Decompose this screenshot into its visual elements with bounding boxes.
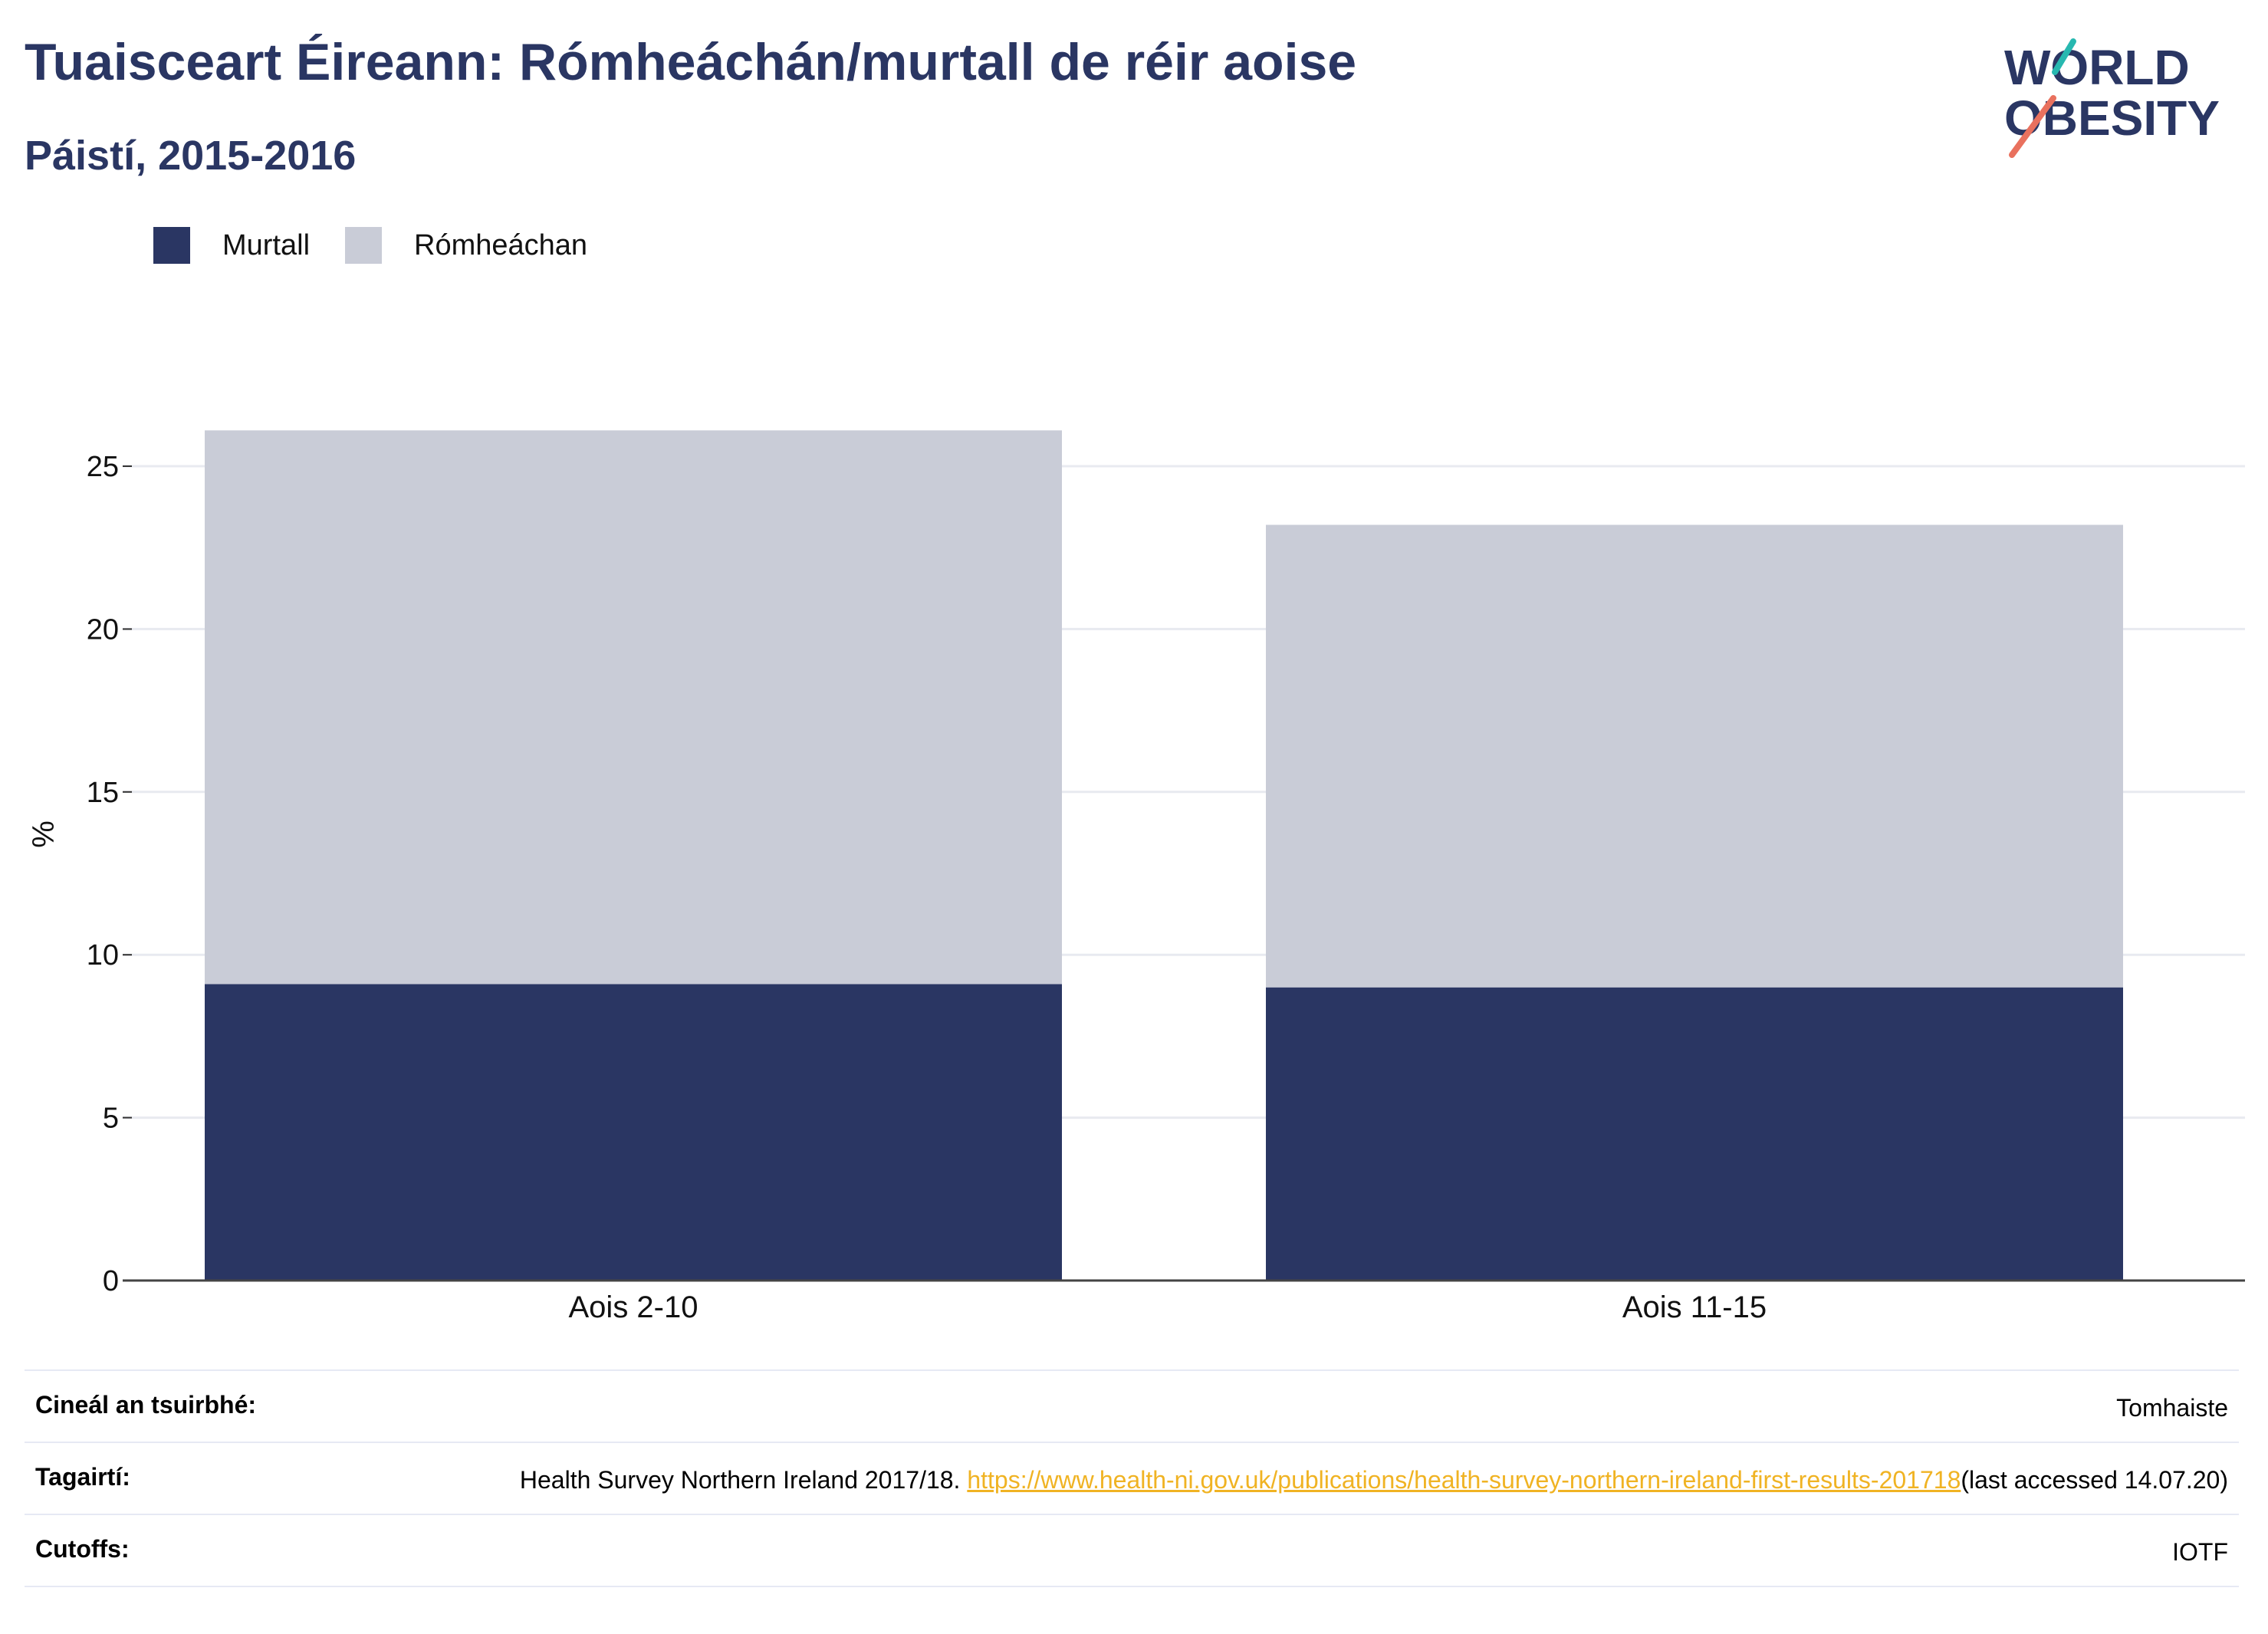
chart-legend: Murtall Rómheáchan <box>153 227 623 264</box>
legend-label-romheachan: Rómheáchan <box>414 228 588 261</box>
y-tick-label-25: 25 <box>87 451 119 483</box>
x-tick-label-1: Aois 11-15 <box>1622 1290 1767 1324</box>
references-link[interactable]: https://www.health-ni.gov.uk/publication… <box>967 1466 1961 1494</box>
bar-chart: 0 5 10 15 20 25% Aois 2-10 Aois 11-15 <box>27 430 2245 1324</box>
references-value: Health Survey Northern Ireland 2017/18. … <box>520 1443 2239 1514</box>
world-obesity-logo: WORLD OBESITY <box>2004 38 2220 158</box>
chart-title: Tuaisceart Éireann: Rómheáchán/murtall d… <box>25 33 1357 91</box>
footer-row-references: Tagairtí: Health Survey Northern Ireland… <box>25 1442 2239 1514</box>
bar-murtall-0 <box>205 984 1062 1281</box>
chart-subtitle: Páistí, 2015-2016 <box>25 133 357 179</box>
survey-type-label: Cineál an tsuirbhé: <box>35 1391 257 1419</box>
y-axis-label: % <box>27 820 61 848</box>
cutoffs-label: Cutoffs: <box>35 1535 130 1563</box>
survey-type-value: Tomhaiste <box>2116 1394 2228 1422</box>
y-tick-label-0: 0 <box>103 1265 119 1297</box>
footer-row-cutoffs: Cutoffs: IOTF <box>25 1514 2239 1587</box>
legend-label-murtall: Murtall <box>222 228 311 261</box>
references-label: Tagairtí: <box>35 1463 130 1491</box>
footer-row-survey: Cineál an tsuirbhé: Tomhaiste <box>25 1369 2239 1442</box>
chart-footer: Cineál an tsuirbhé: Tomhaiste Tagairtí: … <box>25 1369 2239 1587</box>
legend-swatch-murtall <box>153 227 190 264</box>
y-tick-label-20: 20 <box>87 613 119 646</box>
references-suffix: (last accessed 14.07.20) <box>1961 1466 2228 1494</box>
legend-swatch-romheachan <box>345 227 383 264</box>
legend-item-murtall: Murtall <box>153 227 310 264</box>
bar-romheachan-1 <box>1266 524 2123 988</box>
bar-murtall-1 <box>1266 987 2123 1281</box>
y-tick-label-5: 5 <box>103 1103 119 1135</box>
bar-romheachan-0 <box>205 430 1062 985</box>
y-tick-label-10: 10 <box>87 939 119 972</box>
x-tick-label-0: Aois 2-10 <box>569 1290 698 1324</box>
cutoffs-value: IOTF <box>2172 1538 2228 1566</box>
references-text: Health Survey Northern Ireland 2017/18. <box>519 1466 968 1494</box>
svg-text:WORLD: WORLD <box>2004 40 2190 95</box>
legend-item-romheachan: Rómheáchan <box>345 227 587 264</box>
y-tick-label-15: 15 <box>87 777 119 809</box>
